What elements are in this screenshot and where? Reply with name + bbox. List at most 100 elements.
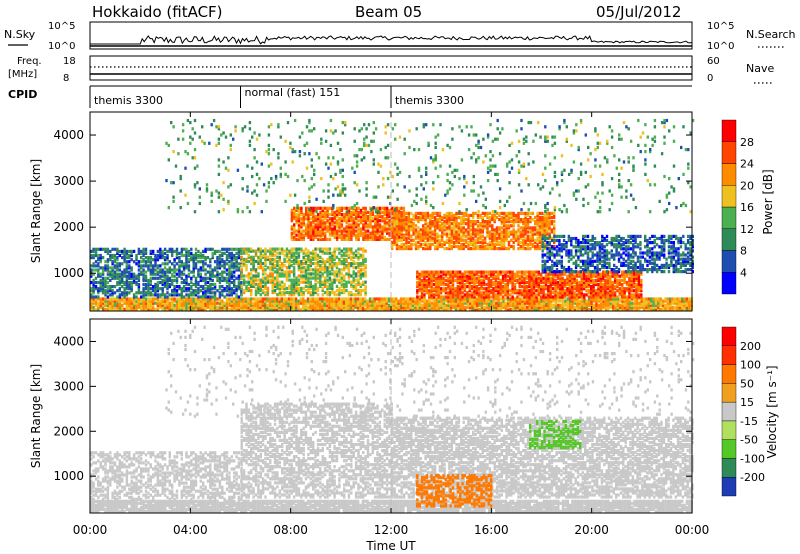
power-cell (252, 276, 255, 280)
power-cell (359, 305, 362, 309)
power-cell (345, 280, 348, 284)
power-cell (418, 272, 421, 276)
power-cell (209, 307, 212, 311)
power-cell (461, 291, 464, 295)
power-cell (292, 280, 296, 284)
power-cell (428, 270, 431, 274)
power-cell (92, 295, 95, 299)
power-cell (476, 220, 480, 224)
power-cell (397, 206, 401, 210)
power-cell (106, 249, 110, 253)
power-cell (534, 215, 537, 220)
power-cell (309, 299, 312, 303)
power-cell (230, 297, 233, 301)
power-cell (321, 307, 324, 311)
power-cell (536, 211, 539, 215)
power-cell (228, 270, 231, 274)
power-cell (118, 303, 121, 307)
power-cell (137, 287, 141, 291)
power-cell (483, 301, 486, 305)
power-cell (190, 301, 193, 305)
power-cell (328, 247, 332, 251)
power-cell (538, 299, 541, 303)
power-cell (144, 293, 148, 297)
power-cell (228, 285, 231, 289)
power-cell (337, 305, 341, 309)
power-cell (223, 266, 226, 270)
power-cell (371, 299, 374, 303)
power-cell (237, 295, 241, 299)
power-cell (354, 278, 358, 282)
power-cell (154, 268, 157, 272)
power-cell (333, 247, 336, 251)
power-cell (247, 249, 250, 253)
power-cell (147, 258, 150, 262)
power-cell (130, 305, 133, 309)
power-cell (250, 259, 253, 264)
power-cell (194, 256, 198, 260)
power-cell (414, 301, 417, 305)
power-cell (357, 223, 360, 227)
power-cell (316, 299, 319, 303)
power-cell (130, 307, 133, 311)
power-cell (297, 301, 300, 305)
power-cell (297, 251, 301, 255)
power-cell (314, 247, 317, 251)
power-cell (529, 226, 532, 230)
power-cell (523, 305, 527, 309)
power-cell (106, 307, 110, 311)
power-cell (345, 206, 348, 210)
power-cell (523, 299, 527, 303)
power-cell (142, 274, 145, 278)
power-cell (323, 299, 326, 303)
power-cell (135, 291, 138, 295)
power-cell (468, 303, 472, 307)
power-cell (218, 295, 222, 299)
power-cell (116, 251, 119, 255)
power-cell (549, 297, 553, 301)
power-cell (90, 305, 93, 309)
power-cell (497, 301, 500, 305)
power-cell (135, 256, 138, 260)
power-cell (463, 293, 467, 297)
power-cell (361, 303, 365, 307)
power-cell (285, 305, 288, 309)
power-cell (190, 303, 193, 307)
power-cell (318, 301, 322, 305)
power-cell (357, 210, 360, 214)
power-cell (300, 264, 303, 268)
power-cell (345, 301, 348, 305)
power-cell (309, 303, 312, 307)
power-cell (530, 299, 534, 303)
power-cell (454, 270, 457, 274)
power-cell (147, 287, 150, 291)
power-cell (278, 303, 281, 307)
power-cell (121, 262, 124, 266)
power-cell (626, 299, 629, 303)
power-cell (230, 291, 233, 295)
power-cell (297, 255, 301, 259)
power-cell (488, 211, 492, 215)
power-cell (132, 249, 136, 253)
power-cell (250, 280, 253, 284)
power-cell (368, 307, 372, 311)
power-cell (364, 249, 367, 253)
power-cell (278, 268, 281, 272)
power-cell (464, 244, 468, 249)
power-cell (116, 266, 119, 270)
power-cell (192, 305, 195, 309)
power-cell (273, 253, 277, 257)
power-cell (519, 226, 523, 230)
power-cell (312, 206, 315, 210)
power-cell (185, 256, 188, 260)
power-cell (457, 307, 460, 311)
power-cell (175, 268, 179, 272)
power-cell (283, 301, 286, 305)
power-cell (216, 264, 219, 268)
power-cell (450, 211, 453, 215)
power-cell (297, 268, 301, 272)
power-cell (431, 230, 434, 234)
power-cell (473, 297, 476, 301)
power-cell (357, 206, 360, 210)
power-cell (488, 240, 492, 244)
